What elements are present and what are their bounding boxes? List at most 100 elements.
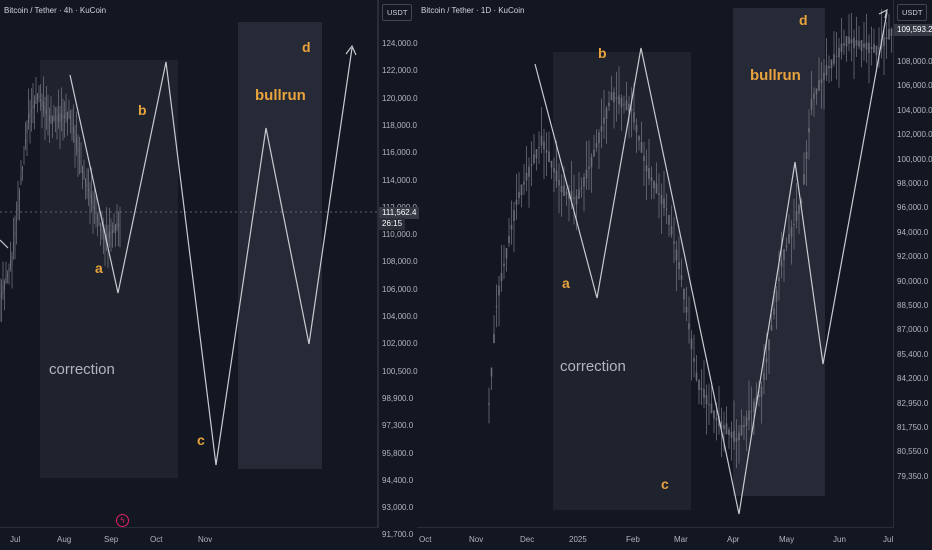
candle-body [61,113,62,121]
wave-label-a: a [562,275,570,291]
left-time-axis[interactable]: Jul Aug Sep Oct Nov [0,527,378,550]
time-tick: Nov [198,535,213,544]
candle-body [713,410,715,419]
candle-body [655,183,658,194]
candle-body [598,132,600,144]
candle-body [758,394,760,397]
candle-body [515,199,518,205]
price-tick: 81,750.0 [897,423,929,432]
candle-body [89,191,91,200]
price-tick: 116,000.0 [382,148,417,158]
time-tick: Sep [104,535,119,544]
candle-body [74,132,76,142]
candle-body [40,98,41,102]
candle-body [658,193,660,195]
left-chart-pane[interactable]: Bitcoin / Tether · 4h · KuCoin a b c d c… [0,0,378,550]
candle-body [868,42,870,54]
candle-body [740,425,743,436]
right-price-axis[interactable]: USDT 108,000.0 106,000.0 104,000.0 102,000.… [893,0,932,528]
candle-body [878,47,880,49]
candle-body [76,138,77,147]
candle-body [885,37,888,40]
price-tick: 97,300.0 [382,421,414,431]
candle-body [653,180,655,189]
time-tick: Jul [883,535,893,544]
left-currency-button[interactable]: USDT [382,4,413,21]
candle-body [104,237,106,243]
right-chart-pane[interactable]: Bitcoin / Tether · 1D · KuCoin a b c d c… [417,0,893,550]
price-tick: 85,400.0 [897,349,929,359]
candle-body [82,165,83,174]
candle-body [86,184,88,187]
candle-body [543,141,545,150]
right-candles [488,8,893,469]
candle-body [620,97,623,108]
candle-body [22,166,23,171]
wave-label-b: b [138,102,147,118]
candle-body [635,124,638,132]
wave-label-a: a [95,260,103,276]
candle-body [608,102,610,107]
candle-body [533,154,535,164]
candle-body [67,111,68,121]
time-tick: Nov [469,535,484,544]
right-symbol-title[interactable]: Bitcoin / Tether · 1D · KuCoin [421,6,525,15]
price-tick: 108,000.0 [382,257,418,267]
candle-body [44,106,46,115]
price-tick: 100,000.0 [897,154,932,164]
candle-body [720,421,723,429]
candle-body [64,115,65,118]
candle-body [730,431,733,438]
candle-body [109,231,110,238]
candle-body [628,104,630,113]
candle-body [560,186,563,193]
candle-body [14,232,16,236]
candle-body [863,43,865,48]
candle-body [73,126,74,133]
candle-body [580,187,583,189]
left-symbol-title[interactable]: Bitcoin / Tether · 4h · KuCoin [4,6,107,15]
candle-body [573,197,575,199]
right-time-axis[interactable]: Oct Nov Dec 2025 Feb Mar Apr May Jun Jul [417,527,893,550]
price-tick: 79,350.0 [897,471,929,481]
candle-body [37,93,38,101]
candle-body [633,112,635,123]
right-chart-canvas[interactable] [417,0,893,550]
candle-body [488,403,490,405]
candle-body [735,437,738,442]
price-tick: 98,000.0 [897,179,929,188]
wave-path [534,11,888,515]
left-chart-canvas[interactable] [0,0,378,550]
lightning-icon[interactable]: ϟ [116,514,129,527]
candle-body [588,166,590,170]
candle-body [708,403,710,405]
wave-label-d: d [799,12,808,28]
candle-body [59,113,61,123]
candle-body [800,200,803,203]
right-currency-button[interactable]: USDT [897,4,928,21]
candle-body [94,206,95,211]
candle-body [570,190,573,201]
left-price-axis[interactable]: USDT 124,000.0 122,000.0 120,000.0 118,000.… [378,0,420,539]
candle-body [7,274,8,276]
candle-body [745,417,748,426]
candle-body [888,29,890,40]
candle-body [538,146,540,148]
price-tick: 91,700.0 [382,530,414,540]
price-tick: 94,000.0 [897,227,929,237]
candle-body [26,124,28,134]
candle-body [693,358,695,362]
candle-body [678,262,680,270]
candle-body [763,373,765,381]
candle-body [810,99,813,110]
candle-body [38,95,40,99]
price-tick: 93,000.0 [382,503,414,513]
correction-label: correction [560,358,626,375]
candle-body [778,277,780,282]
candle-body [600,126,603,132]
candle-body [79,155,80,157]
candle-body [685,307,688,313]
price-tick: 96,000.0 [897,203,929,213]
price-tick: 102,000.0 [897,130,932,140]
candle-body [680,275,683,280]
